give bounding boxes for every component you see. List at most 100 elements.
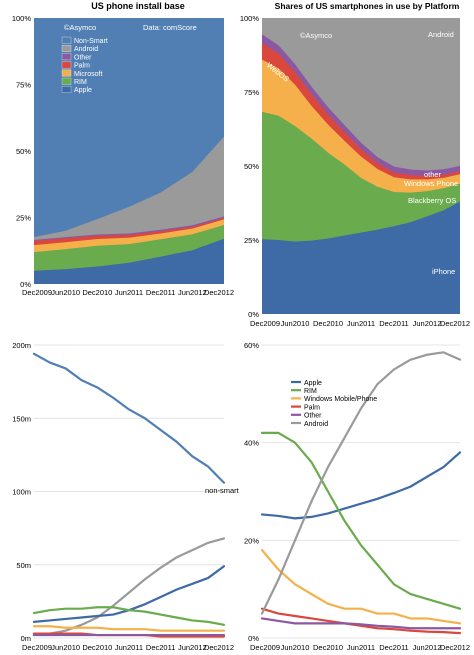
platform-share-y-tick-label: 100% — [240, 14, 260, 23]
legend-swatch-apple — [61, 86, 72, 93]
install-units-lines — [32, 352, 226, 638]
platform-share-y-tick-label: 75% — [244, 88, 259, 97]
install-base-x-axis: Dec2009 Jun2010 Dec2010 Jun2011 Dec2011 Jun20… — [22, 288, 234, 297]
install-units-line-nonsmart — [32, 352, 226, 484]
install-units-line-rim — [32, 606, 226, 626]
platform-lines-y-axis: 0% 20% 40% 60% — [244, 341, 259, 643]
platform-share-x-tick-label: Dec2011 — [379, 319, 408, 328]
install-base-y-tick-label: 50% — [16, 147, 31, 156]
legend-swatch-nonsmart — [61, 36, 72, 44]
platform-lines-chart: 0% 20% 40% 60% Dec2009 Jun2010 Dec2010 Jun2011… — [244, 341, 470, 652]
platform-lines-line-other — [260, 617, 462, 630]
platform-share-x-tick-label: Dec2009 — [250, 319, 280, 328]
platform-lines-line-apple — [260, 451, 462, 520]
annotation-apple: iPhone — [432, 267, 455, 276]
platform-share-x-tick-label: Jun2010 — [281, 319, 310, 328]
platform-lines-x-tick-label: Dec2012 — [440, 643, 470, 652]
platform-share-x-tick-label: Dec2010 — [313, 319, 343, 328]
platform-share-credit: ©Asymco — [300, 31, 332, 40]
install-base-y-tick-label: 0% — [20, 280, 31, 289]
install-units-x-tick-label: Dec2009 — [22, 643, 52, 652]
platform-share-x-tick-label: Jun2011 — [347, 319, 375, 328]
annotation-android: Android — [428, 30, 454, 39]
legend-label-nonsmart: Non-Smart — [74, 38, 108, 45]
legend-swatch-microsoft — [61, 69, 72, 77]
install-units-y-tick-label: 50m — [16, 561, 31, 570]
platform-lines-y-tick-label: 20% — [244, 536, 259, 545]
platform-share-x-axis: Dec2009 Jun2010 Dec2010 Jun2011 Dec2011 Jun20… — [250, 319, 470, 328]
legend-swatch-rim — [61, 77, 72, 85]
legend-swatch-palm — [61, 61, 72, 69]
install-base-credit-left: ©Asymco — [64, 23, 96, 32]
install-units-y-tick-label: 0m — [21, 634, 31, 643]
install-units-y-tick-label: 200m — [12, 341, 31, 350]
platform-lines-x-tick-label: Dec2009 — [250, 643, 280, 652]
install-units-y-tick-label: 100m — [12, 488, 31, 497]
non-smart-series-label: non-smart — [205, 486, 240, 495]
platform-lines-x-tick-label: Jun2012 — [413, 643, 442, 652]
install-units-x-tick-label: Dec2010 — [82, 643, 112, 652]
platform-share-areas — [262, 18, 460, 314]
install-units-line-android — [32, 537, 226, 637]
platform-lines-grid — [262, 344, 460, 639]
platform-share-y-tick-label: 0% — [248, 310, 259, 319]
platform-lines-x-tick-label: Jun2010 — [281, 643, 310, 652]
legend-label-microsoft: Microsoft — [74, 71, 102, 78]
legend-label-apple: Apple — [74, 87, 92, 94]
install-base-x-tick-label: Jun2010 — [51, 288, 80, 297]
install-base-y-tick-label: 100% — [12, 14, 32, 23]
legend-label-other: Other — [74, 54, 92, 61]
platform-lines-line-microsoft — [260, 548, 462, 625]
install-units-line-apple — [32, 565, 226, 623]
install-units-x-axis: Dec2009 Jun2010 Dec2010 Jun2011 Dec2011 Jun20… — [22, 643, 234, 652]
install-units-grid — [34, 344, 224, 639]
install-units-line-microsoft — [32, 625, 226, 632]
install-base-x-tick-label: Dec2010 — [82, 288, 112, 297]
legend-label-android: Android — [304, 421, 328, 428]
platform-share-y-axis: 0% 25% 50% 75% 100% — [240, 14, 260, 319]
install-units-x-tick-label: Dec2012 — [204, 643, 234, 652]
annotation-other: other — [424, 170, 442, 179]
platform-lines-x-axis: Dec2009 Jun2010 Dec2010 Jun2011 Dec2011 Jun20… — [250, 643, 470, 652]
legend-swatch-android — [61, 45, 72, 52]
platform-lines-x-tick-label: Dec2010 — [313, 643, 343, 652]
legend-swatch-other — [61, 53, 72, 61]
platform-share-chart: Shares of US smartphones in use by Platf… — [240, 1, 470, 328]
platform-share-title: Shares of US smartphones in use by Platf… — [275, 1, 460, 11]
platform-lines-y-tick-label: 40% — [244, 439, 259, 448]
legend-label-rim: RIM — [304, 388, 317, 395]
install-base-chart: US phone install base 0% 25% 50% 75% 100% De… — [12, 1, 234, 297]
legend-label-palm: Palm — [74, 63, 90, 70]
install-base-area-apple — [34, 238, 224, 284]
platform-lines-y-tick-label: 0% — [248, 634, 259, 643]
install-units-y-axis: 0m 50m 100m 150m 200m — [12, 341, 31, 643]
annotation-microsoft: Windows Phone — [404, 179, 458, 188]
install-base-x-tick-label: Dec2011 — [146, 288, 175, 297]
legend-label-apple: Apple — [304, 380, 322, 387]
install-base-title: US phone install base — [91, 1, 185, 11]
platform-share-y-tick-label: 50% — [244, 162, 259, 171]
install-units-x-tick-label: Dec2011 — [146, 643, 175, 652]
install-base-x-tick-label: Dec2009 — [22, 288, 52, 297]
platform-lines-x-tick-label: Dec2011 — [379, 643, 408, 652]
install-base-y-tick-label: 25% — [16, 214, 31, 223]
install-units-x-tick-label: Jun2010 — [51, 643, 80, 652]
platform-share-y-tick-label: 25% — [244, 236, 259, 245]
install-base-y-tick-label: 75% — [16, 81, 31, 90]
install-base-x-tick-label: Jun2012 — [178, 288, 207, 297]
platform-lines-x-tick-label: Jun2011 — [347, 643, 375, 652]
legend-label-palm: Palm — [304, 404, 320, 411]
platform-lines-line-rim — [260, 431, 462, 610]
install-base-y-axis: 0% 25% 50% 75% 100% — [12, 14, 32, 289]
platform-lines-line-palm — [260, 607, 462, 635]
install-units-x-tick-label: Jun2012 — [178, 643, 207, 652]
install-units-x-tick-label: Jun2011 — [115, 643, 143, 652]
legend-label-microsoft: Windows Mobile/Phone — [304, 396, 377, 403]
platform-share-x-tick-label: Jun2012 — [413, 319, 442, 328]
legend-label-other: Other — [304, 413, 322, 420]
install-base-credit-right: Data: comScore — [143, 23, 197, 32]
